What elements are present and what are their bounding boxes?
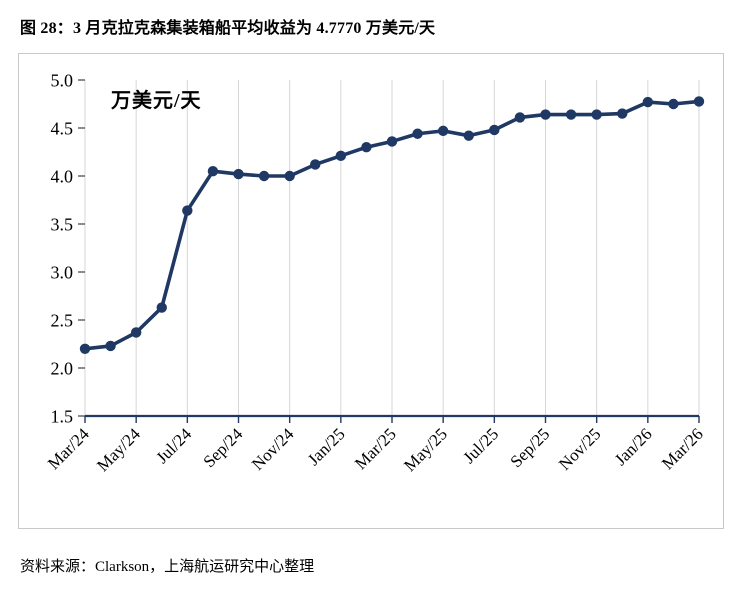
y-tick-label: 2.0: [51, 358, 74, 378]
data-point: [412, 128, 423, 139]
data-point: [233, 168, 244, 180]
data-point: [437, 125, 449, 137]
x-tick-label: May/25: [400, 424, 451, 475]
y-tick-label: 4.5: [51, 118, 74, 138]
data-point: [386, 136, 398, 147]
x-tick-label: Jan/25: [304, 424, 349, 469]
x-tick-label: Jan/26: [611, 424, 656, 469]
y-tick-label: 4.0: [51, 166, 74, 186]
y-unit-label: 万美元/天: [111, 90, 202, 112]
x-tick-label: Sep/25: [506, 424, 553, 471]
data-point: [310, 159, 321, 170]
y-tick-label: 5.0: [51, 70, 74, 90]
data-point: [591, 109, 602, 120]
y-tick-label: 2.5: [51, 310, 74, 330]
x-tick-label: Jul/25: [459, 424, 502, 467]
data-point: [693, 96, 705, 107]
data-point: [79, 343, 91, 354]
x-tick-label: Jul/24: [152, 424, 195, 467]
y-tick-label: 1.5: [51, 406, 74, 426]
x-tick-label: Mar/24: [44, 424, 93, 473]
chart-frame: 1.5 2.0 2.5 3.0 3.5 4.0 4.5 5.0 Mar/24 May/24 Jul/…: [18, 53, 724, 529]
data-point: [182, 205, 193, 216]
x-tick-label: Nov/25: [555, 424, 604, 473]
data-point: [565, 109, 577, 120]
y-tick-label: 3.0: [51, 262, 74, 282]
data-point: [130, 327, 142, 338]
x-tick-label: Mar/26: [658, 424, 707, 473]
data-point: [489, 124, 500, 136]
data-point: [258, 170, 270, 182]
data-point: [514, 112, 526, 123]
data-point: [284, 170, 295, 182]
data-point: [105, 340, 116, 352]
data-point: [642, 96, 654, 108]
x-tick-label: May/24: [93, 424, 144, 475]
data-point: [361, 142, 372, 153]
x-tick-label: Sep/24: [199, 424, 246, 471]
data-point: [156, 302, 167, 313]
data-point: [617, 108, 628, 119]
data-point: [668, 98, 679, 110]
y-tick-label: 3.5: [51, 214, 74, 234]
data-point: [463, 130, 474, 141]
source-note: 资料来源：Clarkson，上海航运研究中心整理: [20, 559, 315, 575]
data-point: [207, 166, 219, 177]
data-point: [335, 150, 347, 162]
data-point: [540, 109, 551, 120]
x-tick-label: Nov/24: [248, 424, 298, 474]
figure-title: 图 28：3 月克拉克森集装箱船平均收益为 4.7770 万美元/天: [20, 20, 436, 37]
x-tick-label: Mar/25: [351, 424, 400, 473]
